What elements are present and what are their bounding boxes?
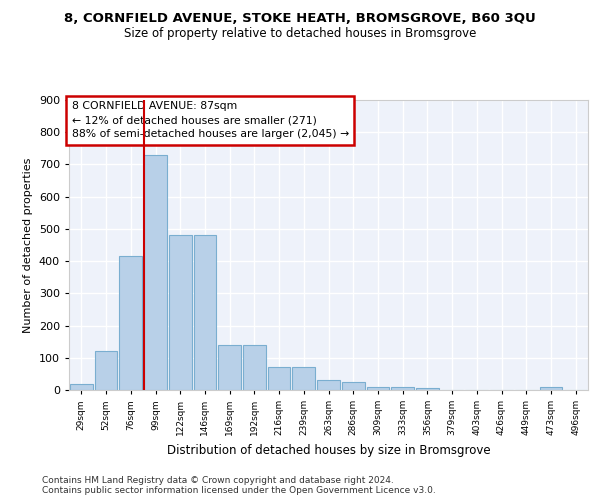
Bar bbox=[243, 345, 266, 390]
Bar bbox=[342, 382, 365, 390]
Bar bbox=[416, 388, 439, 390]
Text: 8, CORNFIELD AVENUE, STOKE HEATH, BROMSGROVE, B60 3QU: 8, CORNFIELD AVENUE, STOKE HEATH, BROMSG… bbox=[64, 12, 536, 26]
Bar bbox=[144, 155, 167, 390]
Text: 8 CORNFIELD AVENUE: 87sqm
← 12% of detached houses are smaller (271)
88% of semi: 8 CORNFIELD AVENUE: 87sqm ← 12% of detac… bbox=[71, 102, 349, 140]
Text: Size of property relative to detached houses in Bromsgrove: Size of property relative to detached ho… bbox=[124, 28, 476, 40]
Bar bbox=[194, 236, 216, 390]
X-axis label: Distribution of detached houses by size in Bromsgrove: Distribution of detached houses by size … bbox=[167, 444, 490, 456]
Bar bbox=[218, 345, 241, 390]
Bar bbox=[539, 387, 562, 390]
Bar bbox=[268, 368, 290, 390]
Bar bbox=[317, 380, 340, 390]
Bar bbox=[95, 352, 118, 390]
Text: Contains HM Land Registry data © Crown copyright and database right 2024.
Contai: Contains HM Land Registry data © Crown c… bbox=[42, 476, 436, 495]
Bar bbox=[391, 387, 414, 390]
Bar bbox=[169, 236, 191, 390]
Y-axis label: Number of detached properties: Number of detached properties bbox=[23, 158, 33, 332]
Bar bbox=[292, 368, 315, 390]
Bar bbox=[70, 384, 93, 390]
Bar bbox=[119, 256, 142, 390]
Bar bbox=[367, 387, 389, 390]
